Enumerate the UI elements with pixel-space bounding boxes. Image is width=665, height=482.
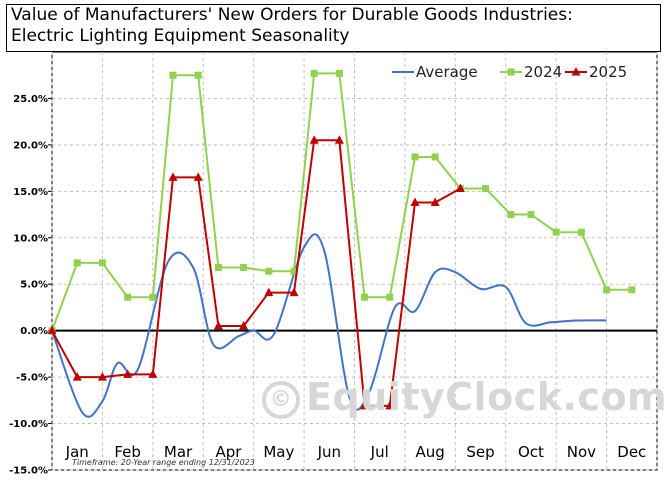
data-point-2024 (507, 211, 515, 219)
chart-title-line-1: Value of Manufacturers' New Orders for D… (11, 5, 573, 25)
data-point-2025 (123, 369, 133, 378)
x-tick-label: Feb (114, 443, 141, 461)
data-point-2024 (240, 264, 248, 272)
data-point-2024 (290, 267, 298, 275)
data-point-2024 (361, 293, 369, 301)
data-point-2024 (194, 71, 202, 79)
legend-marker-2024 (507, 68, 515, 76)
watermark-text: EquityClock.com (306, 375, 665, 419)
x-tick-label: Jul (370, 443, 389, 461)
x-tick-label: May (263, 443, 294, 461)
data-point-2025 (148, 369, 158, 378)
series-layer (47, 69, 636, 418)
watermark: © EquityClock.com (262, 375, 665, 419)
data-point-2024 (98, 259, 106, 267)
y-tick-label: 25.0% (13, 94, 48, 105)
data-point-2024 (310, 69, 318, 77)
data-point-2025 (213, 321, 223, 330)
data-point-2025 (193, 172, 203, 181)
x-tick-label: Nov (567, 443, 596, 461)
data-point-2025 (239, 321, 249, 330)
data-point-2025 (264, 287, 274, 297)
data-point-2024 (124, 293, 132, 301)
data-point-2024 (149, 293, 157, 301)
y-tick-label: 15.0% (13, 187, 48, 198)
x-tick-label: Jun (317, 443, 341, 461)
axis-layer: 25.0% 20.0% 15.0% 10.0% 5.0% 0.0% -5.0% -10.0% -… (9, 94, 657, 477)
data-point-2024 (628, 286, 636, 294)
data-point-2024 (265, 267, 273, 275)
data-point-2025 (430, 197, 440, 206)
data-point-2025 (334, 135, 344, 144)
data-point-2024 (527, 211, 535, 219)
y-tick-label: 10.0% (13, 233, 48, 244)
chart-footnote: Timeframe: 20-Year range ending 12/31/20… (72, 458, 255, 467)
data-point-2024 (73, 259, 81, 267)
data-point-2025 (309, 135, 319, 144)
y-tick-label: 0.0% (20, 326, 48, 337)
legend-label-2025: 2025 (589, 63, 627, 81)
data-point-2024 (577, 228, 585, 236)
series-line-2025 (51, 139, 461, 407)
data-point-2025 (385, 400, 395, 410)
data-point-2025 (289, 287, 299, 297)
legend-label-2024: 2024 (524, 63, 562, 81)
data-point-2024 (431, 153, 439, 161)
x-tick-label: Oct (518, 443, 544, 461)
data-point-2024 (335, 69, 343, 77)
data-point-2025 (360, 400, 370, 410)
legend-marker-2025 (571, 67, 581, 76)
data-point-2025 (455, 183, 465, 193)
data-point-2025 (97, 372, 107, 381)
data-point-2025 (47, 325, 57, 335)
x-tick-label: Sep (466, 443, 494, 461)
data-point-2025 (410, 197, 420, 206)
data-point-2024 (386, 293, 394, 301)
data-point-2024 (603, 286, 611, 294)
data-point-2025 (72, 372, 82, 381)
chart-title-line-2: Electric Lighting Equipment Seasonality (11, 26, 350, 46)
grid-layer (51, 51, 658, 471)
x-tick-label: Apr (215, 443, 242, 461)
y-tick-label: -5.0% (16, 373, 48, 384)
series-line-average (51, 233, 607, 418)
chart-title: Value of Manufacturers' New Orders for D… (6, 4, 661, 52)
y-tick-label: -15.0% (9, 466, 48, 477)
x-tick-label: Dec (617, 443, 646, 461)
data-point-2024 (552, 228, 560, 236)
data-point-2024 (169, 71, 177, 79)
y-tick-label: 5.0% (20, 280, 48, 291)
x-tick-label: Jan (65, 443, 89, 461)
data-point-2024 (214, 264, 222, 272)
y-tick-label: -10.0% (9, 419, 48, 430)
data-point-2025 (168, 172, 178, 181)
y-tick-label: 20.0% (13, 140, 48, 151)
x-tick-label: Aug (415, 443, 444, 461)
legend-label-average: Average (416, 63, 478, 81)
x-tick-label: Mar (164, 443, 193, 461)
data-point-2024 (411, 153, 419, 161)
copyright-icon: © (262, 380, 300, 419)
data-point-2024 (482, 185, 490, 193)
legend: Average 2024 2025 (392, 63, 627, 81)
